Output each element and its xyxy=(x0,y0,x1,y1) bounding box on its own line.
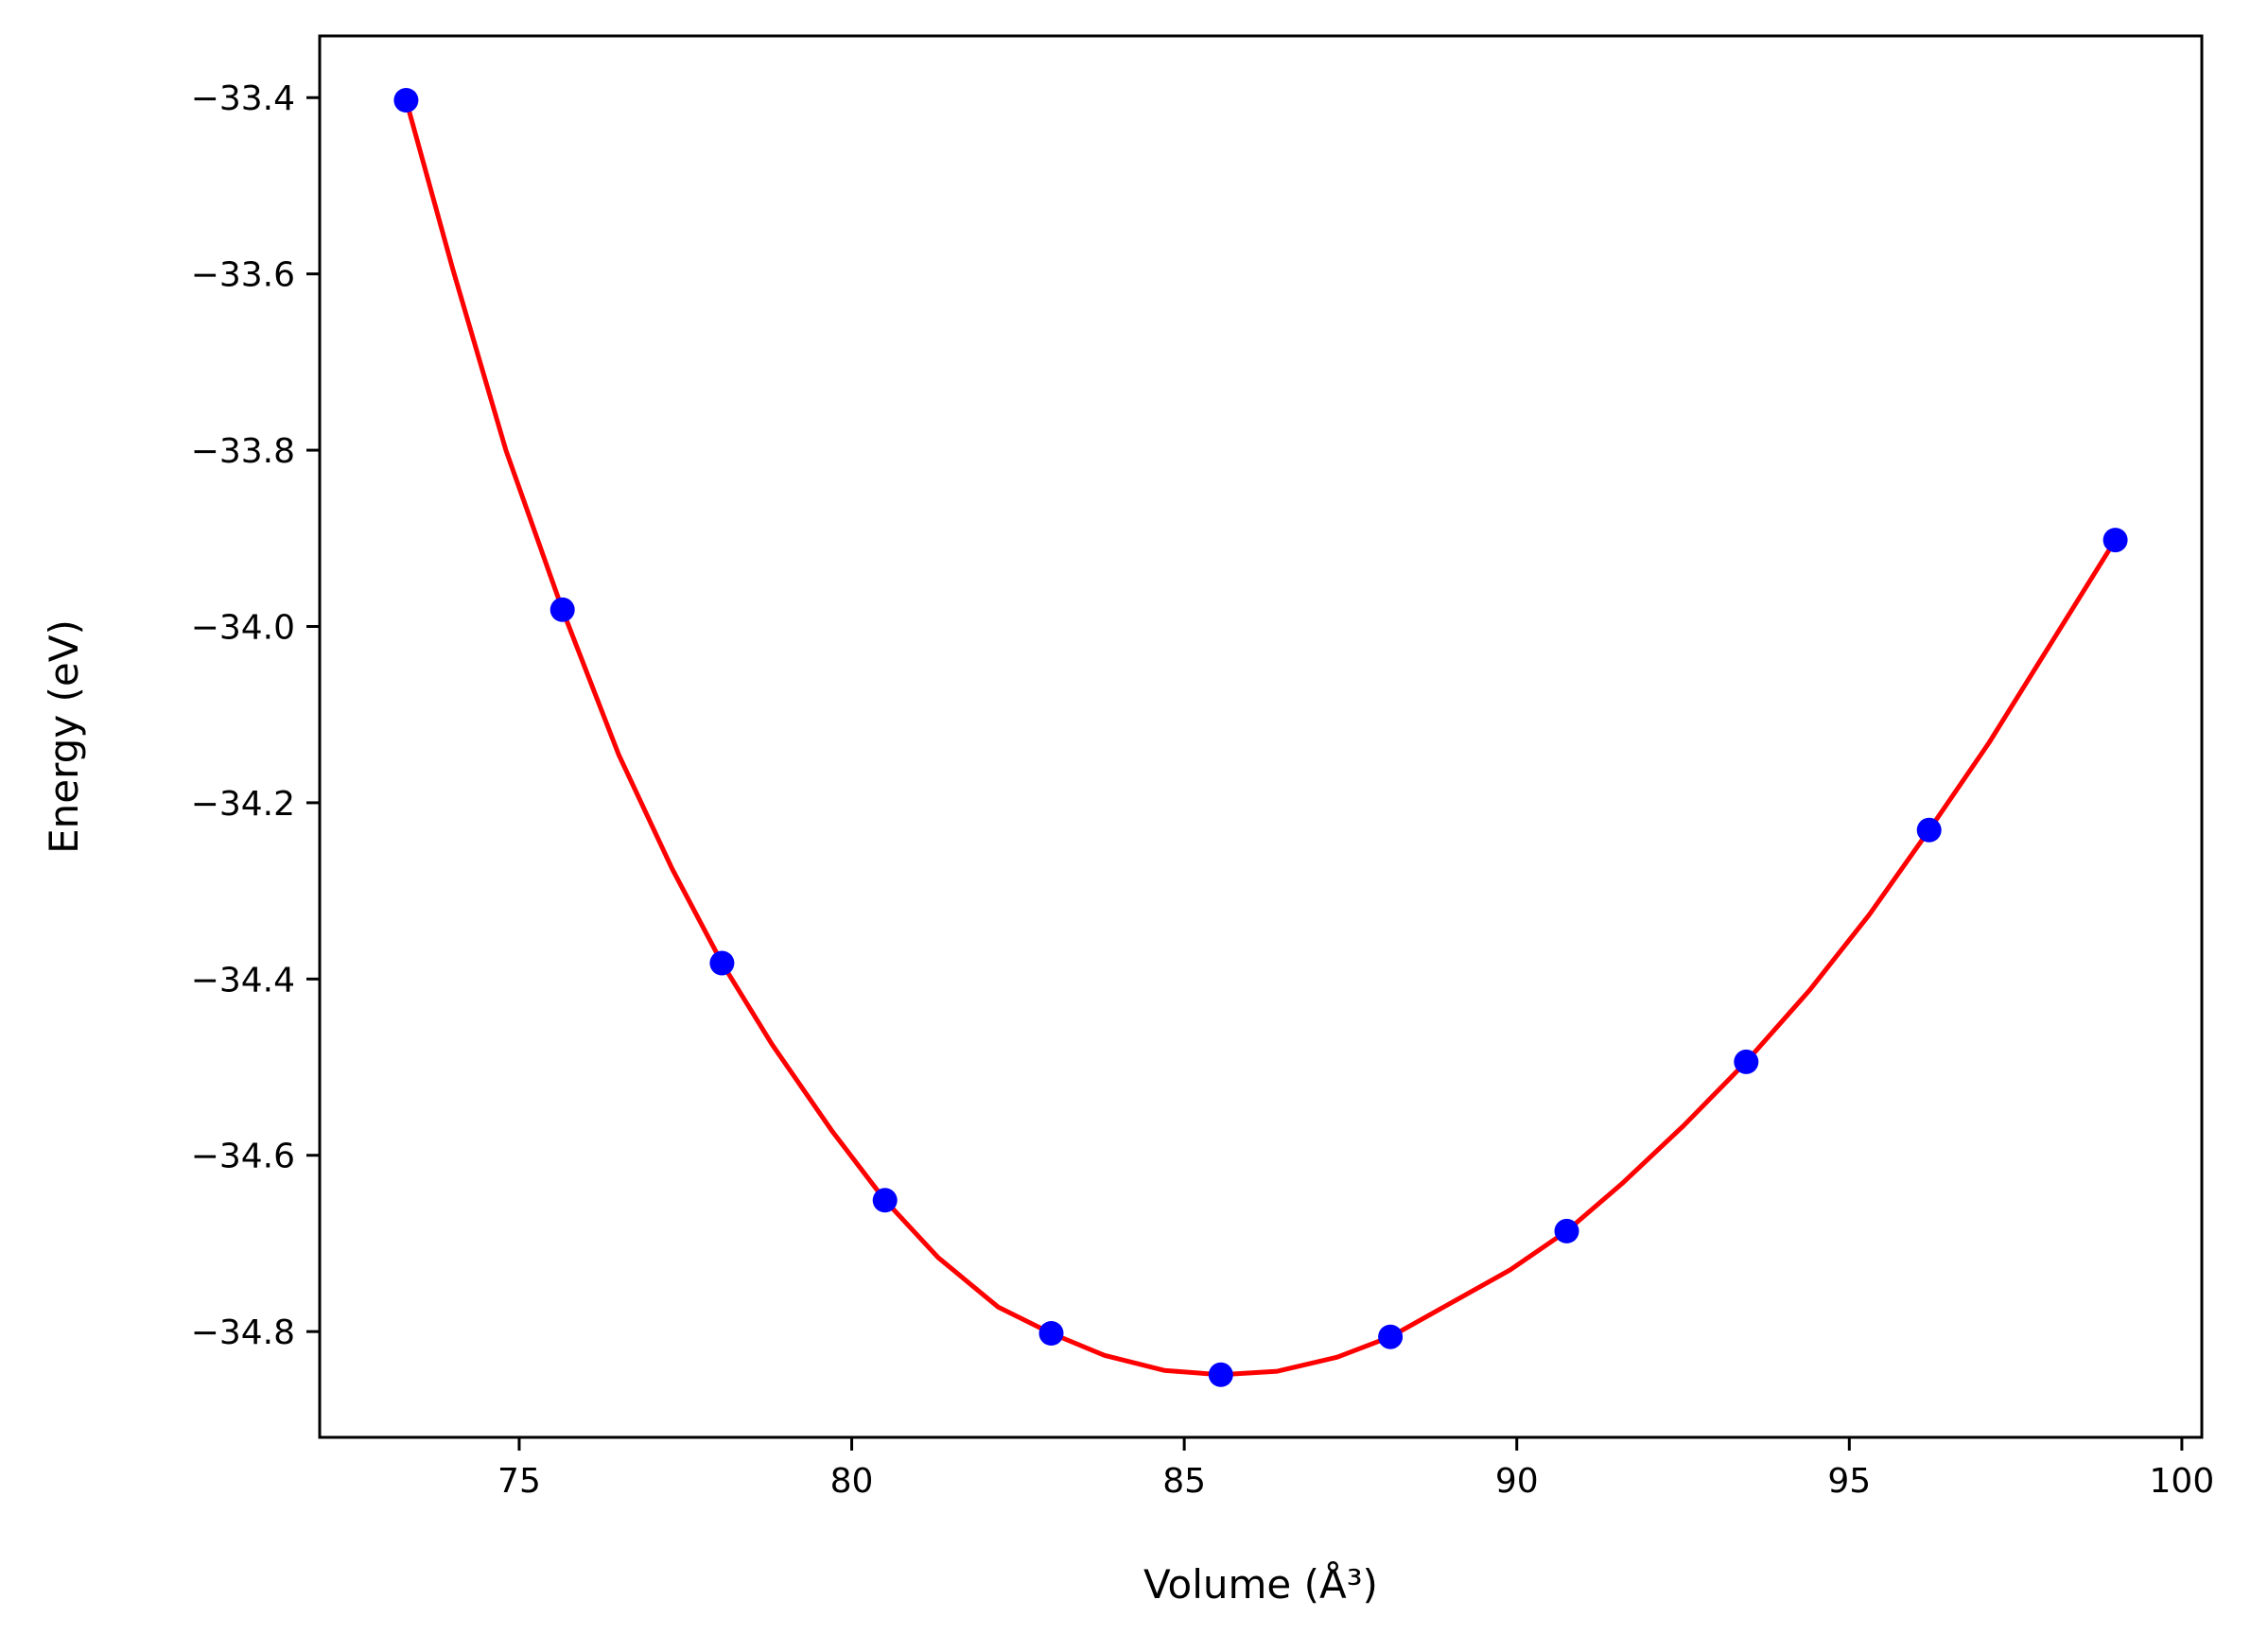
data-point xyxy=(1734,1049,1759,1074)
x-tick-label: 95 xyxy=(1827,1462,1871,1501)
x-axis-label: Volume (Å³) xyxy=(1143,1560,1378,1608)
data-point xyxy=(872,1188,898,1213)
y-tick-label: −34.2 xyxy=(191,785,295,824)
x-tick-label: 100 xyxy=(2150,1462,2215,1501)
y-tick-label: −33.4 xyxy=(191,79,295,118)
data-point xyxy=(1378,1324,1404,1349)
y-tick-label: −34.4 xyxy=(191,961,295,1000)
y-tick-label: −34.6 xyxy=(191,1138,295,1176)
data-point xyxy=(1554,1218,1579,1243)
data-point xyxy=(709,950,735,976)
y-axis-label: Energy (eV) xyxy=(41,619,87,854)
data-point xyxy=(550,597,575,622)
y-tick-label: −34.8 xyxy=(191,1313,295,1352)
x-tick-label: 90 xyxy=(1495,1462,1539,1501)
x-tick-label: 75 xyxy=(497,1462,541,1501)
plot-area xyxy=(393,88,2128,1387)
data-point xyxy=(1208,1362,1233,1387)
axis-ticks: 75 80 85 90 95 100 −34.8 −34.6 −34.4 −34.2 −34.0 −3… xyxy=(191,79,2215,1501)
data-point xyxy=(1916,817,1942,843)
y-tick-label: −33.6 xyxy=(191,256,295,295)
x-tick-label: 85 xyxy=(1162,1462,1206,1501)
y-tick-label: −34.0 xyxy=(191,608,295,647)
data-point xyxy=(1038,1321,1064,1346)
data-point xyxy=(2102,528,2128,553)
y-tick-label: −33.8 xyxy=(191,432,295,471)
data-point xyxy=(393,88,419,113)
x-tick-label: 80 xyxy=(830,1462,874,1501)
plot-frame xyxy=(318,34,2204,1439)
